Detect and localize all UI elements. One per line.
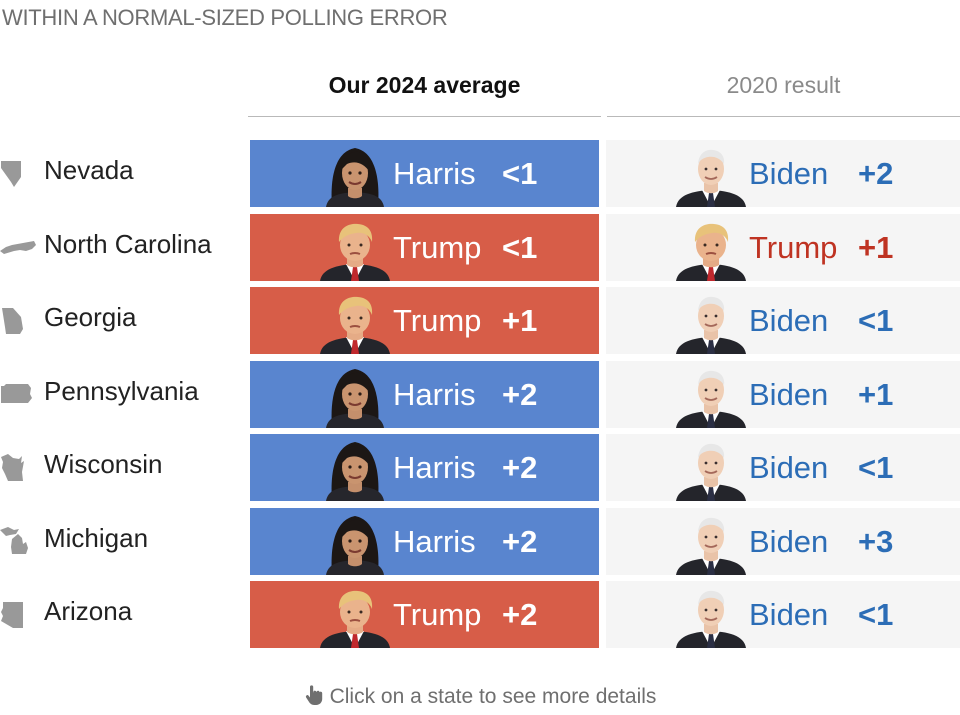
state-label[interactable]: Arizona	[0, 581, 245, 648]
state-row[interactable]: Michigan Harris +2 Biden +3	[0, 507, 960, 575]
state-name: Pennsylvania	[44, 375, 199, 406]
biden-portrait-icon	[668, 140, 754, 207]
margin-value: +2	[502, 523, 538, 559]
candidate-name: Harris	[393, 523, 476, 559]
candidate-name: Harris	[393, 450, 476, 485]
georgia-shape-icon	[0, 303, 36, 339]
result-2020-cell[interactable]: Biden +2	[606, 140, 960, 207]
michigan-shape-icon	[0, 523, 36, 559]
candidate-name: Biden	[749, 303, 829, 338]
nevada-shape-icon	[0, 156, 36, 192]
state-row[interactable]: Arizona Trump +2 Biden <1	[0, 581, 960, 648]
north-carolina-shape-icon	[0, 229, 36, 265]
hand-pointer-icon	[304, 684, 324, 712]
candidate-name: Biden	[749, 376, 829, 412]
trump-portrait-icon	[312, 287, 398, 354]
margin-value: +2	[858, 156, 894, 191]
candidate-name: Harris	[393, 376, 476, 412]
harris-portrait-icon	[312, 434, 398, 501]
average-2024-cell[interactable]: Harris +2	[250, 434, 599, 501]
result-2020-cell[interactable]: Biden +3	[606, 507, 960, 575]
harris-portrait-icon	[312, 508, 398, 575]
state-name: Nevada	[44, 155, 134, 185]
average-2024-cell[interactable]: Trump +1	[250, 287, 599, 354]
result-2020-cell[interactable]: Biden <1	[606, 581, 960, 648]
average-2024-cell[interactable]: Trump +2	[250, 581, 599, 648]
result-2020-cell[interactable]: Biden <1	[606, 287, 960, 354]
state-row[interactable]: Nevada Harris <1 Biden +2	[0, 140, 960, 207]
trump-portrait-icon	[312, 214, 398, 281]
chart-subtitle: WITHIN A NORMAL-SIZED POLLING ERROR	[2, 5, 448, 30]
state-name: Arizona	[44, 596, 133, 626]
margin-value: <1	[858, 303, 894, 338]
margin-value: <1	[858, 450, 894, 485]
state-name: North Carolina	[44, 228, 212, 259]
state-name: Michigan	[44, 522, 149, 553]
result-2020-cell[interactable]: Biden +1	[606, 360, 960, 428]
margin-value: +2	[502, 376, 538, 412]
candidate-name: Trump	[393, 597, 482, 632]
result-2020-cell[interactable]: Trump +1	[606, 213, 960, 281]
pennsylvania-shape-icon	[0, 376, 36, 412]
average-2024-cell[interactable]: Trump <1	[250, 213, 599, 281]
state-name: Georgia	[44, 302, 137, 332]
candidate-name: Biden	[749, 156, 829, 191]
state-label[interactable]: Nevada	[0, 140, 245, 207]
arizona-shape-icon	[0, 597, 36, 633]
harris-portrait-icon	[312, 140, 398, 207]
hint-text: Click on a state to see more details	[329, 685, 657, 708]
average-2024-cell[interactable]: Harris +2	[250, 360, 599, 428]
average-2024-cell[interactable]: Harris +2	[250, 507, 599, 575]
margin-value: +2	[502, 450, 538, 485]
state-row[interactable]: North Carolina Trump <1 Trump +1	[0, 213, 960, 281]
candidate-name: Trump	[749, 229, 838, 265]
biden-portrait-icon	[668, 287, 754, 354]
candidate-name: Trump	[393, 229, 482, 265]
margin-value: <1	[502, 229, 538, 265]
margin-value: +2	[502, 597, 538, 632]
biden-portrait-icon	[668, 508, 754, 575]
column-header-2020-result: 2020 result	[607, 70, 960, 117]
margin-value: +1	[858, 376, 894, 412]
state-label[interactable]: Wisconsin	[0, 434, 245, 501]
column-header-2024-average: Our 2024 average	[248, 70, 601, 117]
state-label[interactable]: North Carolina	[0, 214, 245, 281]
biden-portrait-icon	[668, 434, 754, 501]
trump-portrait-icon	[312, 581, 398, 648]
biden-portrait-icon	[668, 361, 754, 428]
state-label[interactable]: Georgia	[0, 287, 245, 354]
candidate-name: Biden	[749, 597, 829, 632]
biden-portrait-icon	[668, 581, 754, 648]
margin-value: +1	[502, 303, 538, 338]
result-2020-cell[interactable]: Biden <1	[606, 434, 960, 501]
candidate-name: Biden	[749, 450, 829, 485]
state-label[interactable]: Michigan	[0, 508, 245, 575]
state-row[interactable]: Georgia Trump +1 Biden <1	[0, 287, 960, 354]
state-row[interactable]: Wisconsin Harris +2 Biden <1	[0, 434, 960, 501]
margin-value: <1	[502, 156, 538, 191]
trump-portrait-icon	[668, 214, 754, 281]
state-name: Wisconsin	[44, 449, 163, 479]
margin-value: <1	[858, 597, 894, 632]
instruction-hint: Click on a state to see more details	[0, 684, 960, 712]
candidate-name: Harris	[393, 156, 476, 191]
harris-portrait-icon	[312, 361, 398, 428]
candidate-name: Trump	[393, 303, 482, 338]
margin-value: +1	[858, 229, 894, 265]
margin-value: +3	[858, 523, 894, 559]
state-rows: Nevada Harris <1 Biden +2 North Carolina Trump…	[0, 140, 960, 655]
average-2024-cell[interactable]: Harris <1	[250, 140, 599, 207]
state-row[interactable]: Pennsylvania Harris +2 Biden +1	[0, 360, 960, 428]
candidate-name: Biden	[749, 523, 829, 559]
wisconsin-shape-icon	[0, 450, 36, 486]
state-label[interactable]: Pennsylvania	[0, 361, 245, 428]
